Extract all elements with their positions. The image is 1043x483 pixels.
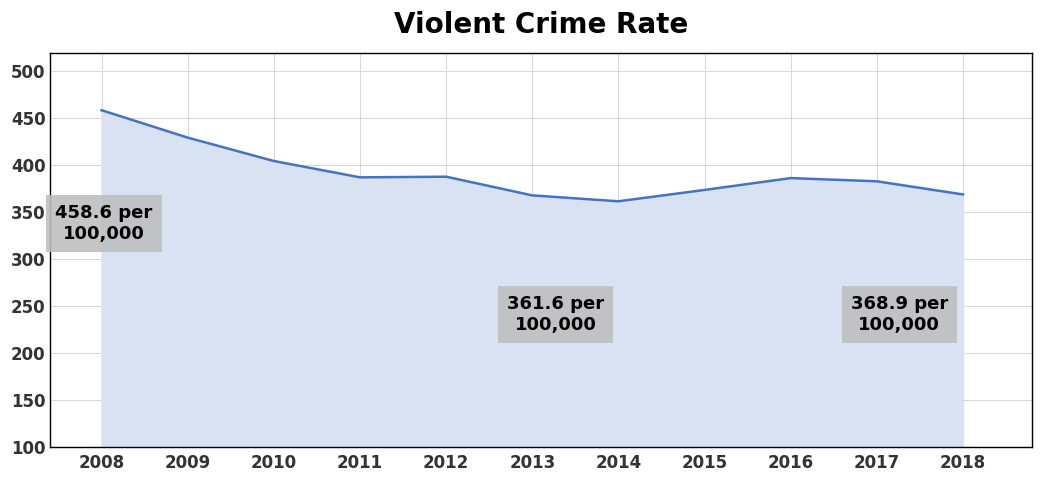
- Text: 368.9 per
100,000: 368.9 per 100,000: [851, 295, 948, 334]
- Text: 458.6 per
100,000: 458.6 per 100,000: [55, 204, 152, 243]
- Title: Violent Crime Rate: Violent Crime Rate: [394, 11, 688, 39]
- Text: 361.6 per
100,000: 361.6 per 100,000: [507, 295, 604, 334]
